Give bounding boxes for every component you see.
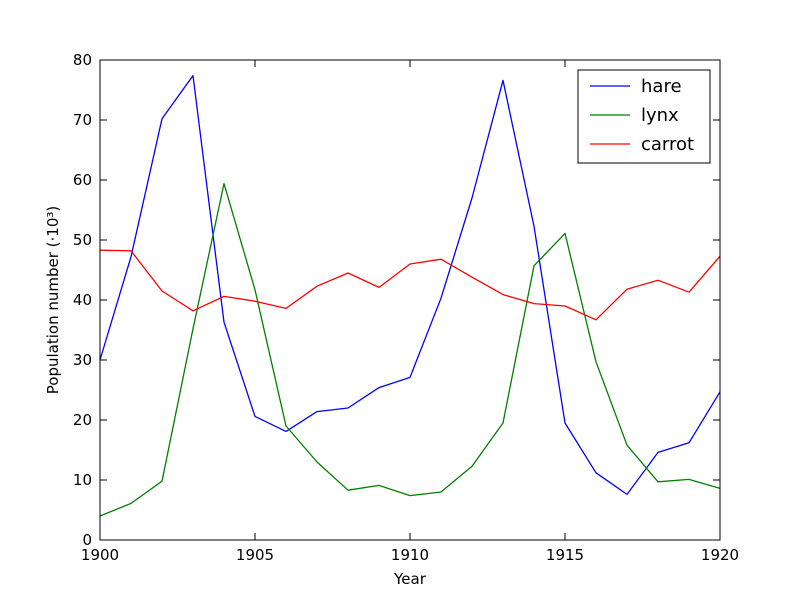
x-axis-label: Year [393,570,427,588]
legend-label-hare: hare [641,76,682,97]
x-tick-label: 1910 [391,546,429,564]
y-tick-label: 30 [73,351,92,369]
series-line-carrot [99,249,721,321]
legend-label-carrot: carrot [641,134,694,155]
series-line-lynx [99,182,721,517]
y-tick-label: 40 [73,291,92,309]
y-tick-label: 50 [73,231,92,249]
x-tick-label: 1900 [81,546,119,564]
y-tick-label: 0 [82,531,92,549]
x-tick-label: 1920 [701,546,739,564]
ticks-layer [99,59,721,541]
legend: hare lynx carrot [577,69,711,164]
y-tick-label: 10 [73,471,92,489]
x-tick-label: 1905 [236,546,274,564]
y-tick-label: 60 [73,171,92,189]
y-tick-label: 70 [73,111,92,129]
y-tick-label: 80 [73,51,92,69]
y-tick-label: 20 [73,411,92,429]
legend-label-lynx: lynx [641,105,679,126]
tick-labels-layer: 1900 1905 1910 1915 1920 0 10 20 30 40 50 60 70 80 [73,51,739,564]
y-axis-label: Population number (·10³) [44,206,62,394]
x-tick-label: 1915 [546,546,584,564]
series-line-hare [99,74,721,496]
series-layer [99,74,721,517]
